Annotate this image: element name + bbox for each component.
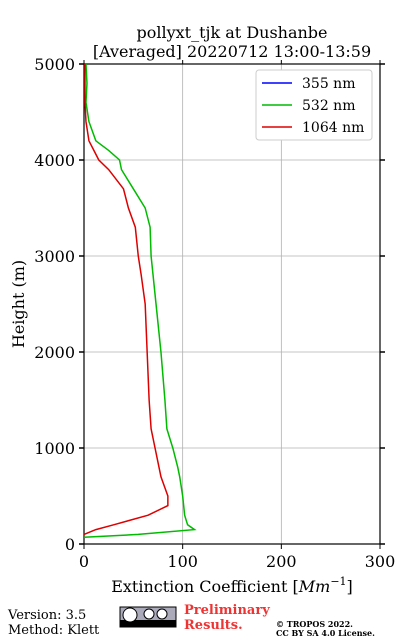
preliminary-note: Preliminary [184,603,270,618]
y-tick-label: 0 [65,535,75,554]
y-tick-label: 5000 [34,55,75,74]
y-tick-label: 1000 [34,439,75,458]
copyright: CC BY SA 4.0 License. [276,628,375,638]
legend-label: 1064 nm [302,120,364,136]
x-tick-label: 200 [266,552,297,571]
x-axis-label: Extinction Coefficient [Mm−1] [111,575,353,596]
preliminary-note: Results. [184,618,243,633]
legend-box [255,69,373,141]
y-axis-label: Height (m) [9,260,28,348]
y-tick-label: 3000 [34,247,75,266]
x-axis-label-part: ] [347,577,353,596]
copyright: © TROPOS 2022. [276,619,353,629]
plot-frame [83,63,381,545]
y-tick-label: 2000 [34,343,75,362]
chart-title: [Averaged] 20220712 13:00-13:59 [93,42,371,61]
profile-line [83,63,197,539]
x-axis-label-part: Extinction Coefficient [ [111,577,299,596]
cc-badge [119,606,177,628]
x-tick-label: 0 [79,552,89,571]
x-axis-label-unit: Mm [298,577,331,596]
method: Method: Klett [8,623,100,638]
x-axis-label-exponent: −1 [330,575,346,588]
version: Version: 3.5 [7,608,86,623]
y-tick-label: 4000 [34,151,75,170]
x-tick-label: 300 [365,552,396,571]
x-tick-label: 100 [167,552,198,571]
profile-line [83,64,169,536]
chart-title: pollyxt_tjk at Dushanbe [136,23,327,42]
legend-label: 532 nm [302,98,355,114]
legend-label: 355 nm [302,76,355,92]
